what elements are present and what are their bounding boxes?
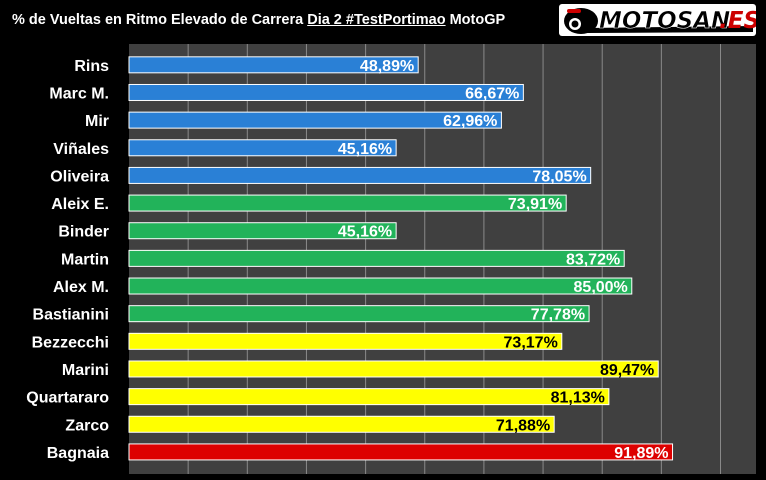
bar xyxy=(128,83,524,101)
value-label: 45,16% xyxy=(338,141,392,158)
chart-header: % de Vueltas en Ritmo Elevado de Carrera… xyxy=(0,0,766,44)
bar xyxy=(128,305,590,323)
category-label: Bastianini xyxy=(33,307,109,324)
category-label: Marc M. xyxy=(49,85,109,102)
value-label: 81,13% xyxy=(551,390,605,407)
bar xyxy=(128,332,563,350)
chart-title: % de Vueltas en Ritmo Elevado de Carrera… xyxy=(12,12,505,28)
bar xyxy=(128,388,610,406)
value-label: 73,17% xyxy=(504,334,558,351)
category-label: Quartararo xyxy=(26,390,109,407)
value-label: 66,67% xyxy=(465,85,519,102)
value-label: 78,05% xyxy=(532,168,586,185)
bar xyxy=(128,56,419,74)
category-label: Aleix E. xyxy=(51,196,109,213)
category-label: Zarco xyxy=(65,417,109,434)
value-label: 77,78% xyxy=(531,307,585,324)
category-label: Alex M. xyxy=(53,279,109,296)
bar xyxy=(128,249,625,267)
category-label: Marini xyxy=(62,362,109,379)
bar xyxy=(128,443,674,461)
value-label: 48,89% xyxy=(360,58,414,75)
bar xyxy=(128,222,397,240)
bar xyxy=(128,139,397,157)
motosan-logo: MOTOSAN .ES xyxy=(559,4,756,36)
category-label: Binder xyxy=(58,224,109,241)
bar-chart: Rins 48,89% Marc M. 66,67% Mir 62,96% Viñales 4… xyxy=(26,44,722,474)
value-label: 62,96% xyxy=(443,113,497,130)
title-underlined: Dia 2 #TestPortimao xyxy=(307,12,446,28)
bar xyxy=(128,194,567,212)
value-label: 91,89% xyxy=(614,445,668,462)
value-label: 45,16% xyxy=(338,224,392,241)
category-label: Mir xyxy=(85,113,109,130)
value-label: 85,00% xyxy=(574,279,628,296)
plot-area: Rins 48,89% Marc M. 66,67% Mir 62,96% Viñales 4… xyxy=(26,44,756,474)
category-label: Bagnaia xyxy=(47,445,109,462)
category-label: Viñales xyxy=(53,141,109,158)
bar xyxy=(128,277,633,295)
value-label: 71,88% xyxy=(496,417,550,434)
bar xyxy=(128,166,592,184)
bar xyxy=(128,111,502,129)
category-label: Rins xyxy=(74,58,109,75)
bar xyxy=(128,360,659,378)
value-label: 89,47% xyxy=(600,362,654,379)
value-label: 83,72% xyxy=(566,251,620,268)
title-suffix: MotoGP xyxy=(449,12,506,28)
value-label: 73,91% xyxy=(508,196,562,213)
category-label: Martin xyxy=(61,251,109,268)
bar xyxy=(128,415,555,433)
category-label: Oliveira xyxy=(50,168,109,185)
svg-text:MOTOSAN: MOTOSAN xyxy=(599,8,730,34)
category-label: Bezzecchi xyxy=(32,334,109,351)
svg-text:.ES: .ES xyxy=(719,8,756,34)
title-prefix: % de Vueltas en Ritmo Elevado de Carrera xyxy=(12,12,304,28)
